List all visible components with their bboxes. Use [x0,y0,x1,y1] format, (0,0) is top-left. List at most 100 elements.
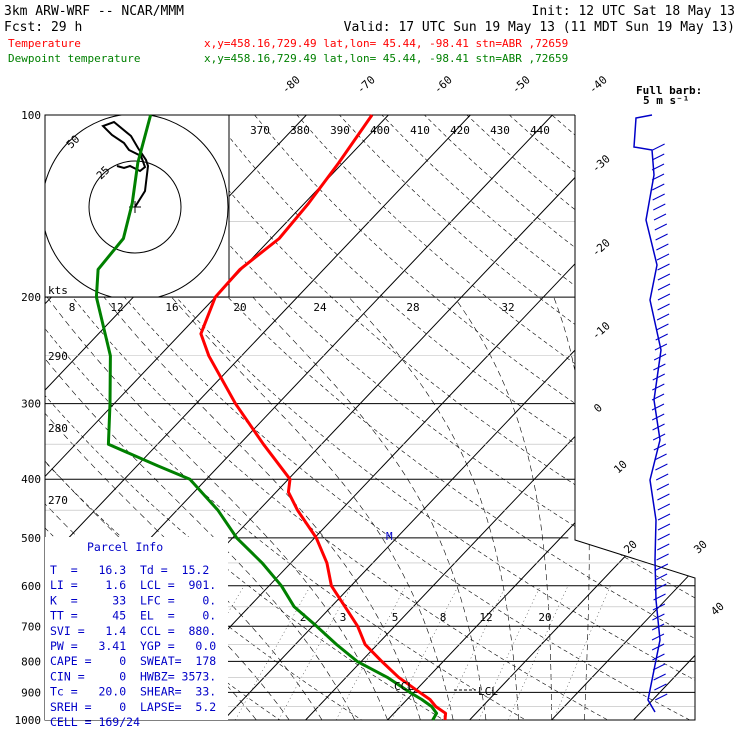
dry-adiabat [211,115,695,720]
dry-adiabat [381,115,695,720]
isotherm-label--70: -70 [354,73,377,96]
series-temperature [199,114,448,721]
lcl-marker: LCL [478,685,498,698]
parcel-info-row: CAPE = 0 SWEAT= 178 [50,654,216,668]
moist-adiabat [46,296,388,720]
barb-note-line2: 5 m s⁻¹ [643,94,689,107]
wind-barb [656,323,669,331]
dry-adiabat [594,115,695,720]
moist-adiabat [103,296,421,720]
wind-barb [656,313,670,321]
legend-dewpoint-info: x,y=458.16,729.49 lat,lon= 45.44, -98.41… [204,52,568,65]
pressure-label-700: 700 [21,620,41,633]
pressure-label-500: 500 [21,532,41,545]
wind-barb [657,293,671,301]
wind-barb [657,533,670,541]
wind-barb [652,613,665,621]
dry-adiabat [551,115,695,720]
series-dewpoint-temperature [94,114,439,721]
theta-label-280: 280 [48,422,68,435]
wind-barb [654,683,667,691]
isotherm-label--50: -50 [509,73,532,96]
theta-label-440: 440 [530,124,550,137]
wind-barb [653,353,667,361]
wind-barb [654,343,668,351]
mixing-ratio-label-12: 12 [479,611,492,624]
wind-barb [656,253,670,261]
legend-temperature-label: Temperature [8,37,81,50]
mixing-ratio-line [234,585,311,720]
dry-adiabat [169,115,695,720]
mixing-ratio-label-8: 8 [440,611,447,624]
mixing-ratio-label-8: 8 [69,301,76,314]
wind-barb [651,633,665,641]
dry-adiabat [339,115,695,720]
wind-barb [652,663,666,671]
wind-barb [655,563,669,571]
wind-barb [651,413,665,421]
forecast-hour: Fcst: 29 h [4,20,82,35]
wind-barb [656,553,669,561]
parcel-info-row: K = 33 LFC = 0. [50,593,216,607]
isotherm-label--10: -10 [589,319,612,342]
mixing-ratio-label-28: 28 [406,301,419,314]
wind-barb [653,203,666,211]
parcel-info-row: CIN = 0 HWBZ= 3573. [50,669,216,683]
pressure-label-600: 600 [21,580,41,593]
mixing-ratio-line [508,585,569,720]
dry-adiabat [45,115,466,720]
mixing-ratio-label-20: 20 [538,611,551,624]
wind-barb [653,673,666,681]
wind-barb [652,143,665,151]
theta-label-290: 290 [48,350,68,363]
wind-barb [655,233,668,241]
wind-barb [651,153,665,161]
wind-barb [653,593,666,601]
dry-adiabat [45,115,632,720]
wind-barb [651,393,665,401]
wind-barb [651,643,665,651]
dry-adiabat [126,115,695,720]
wind-barb [656,483,670,491]
wind-barb [654,693,668,701]
parcel-info-row: CELL = 169/24 [50,715,140,729]
isotherm-label--20: -20 [589,236,612,259]
wind-barb [651,163,665,171]
theta-label-430: 430 [490,124,510,137]
init-time: Init: 12 UTC Sat 18 May 13 [532,4,736,19]
wind-barb [652,423,665,431]
wind-barb [657,543,670,551]
wind-barb [657,303,670,311]
parcel-info-row: SVI = 1.4 CCL = 880. [50,624,216,638]
wind-barb [656,243,669,251]
isotherm [551,115,695,720]
pressure-label-1000: 1000 [15,714,42,727]
wind-trace [633,114,662,713]
wind-barb [655,473,669,481]
dry-adiabat [45,115,695,720]
wind-barb [654,223,668,231]
wind-barb [657,503,671,511]
isotherm-label-20: 20 [621,538,640,557]
wind-barb [653,213,667,221]
wind-profile [633,114,671,713]
mixing-ratio-line [553,585,611,720]
theta-label-420: 420 [450,124,470,137]
isotherm [716,115,740,720]
dry-adiabat [466,115,695,720]
wind-barb [657,513,671,521]
parcel-info-row: TT = 45 EL = 0. [50,609,216,623]
theta-label-400: 400 [370,124,390,137]
theta-label-380: 380 [290,124,310,137]
legend-temperature-info: x,y=458.16,729.49 lat,lon= 45.44, -98.41… [204,37,568,50]
wind-barb [651,403,665,411]
wind-barb [657,273,671,281]
valid-time: Valid: 17 UTC Sun 19 May 13 (11 MDT Sun … [344,20,735,35]
pressure-label-200: 200 [21,291,41,304]
hodograph: 50 25 kts [44,114,230,298]
pressure-label-400: 400 [21,473,41,486]
m-marker: M [386,530,393,543]
wind-barb [657,523,671,531]
isotherm-label-30: 30 [691,538,710,557]
